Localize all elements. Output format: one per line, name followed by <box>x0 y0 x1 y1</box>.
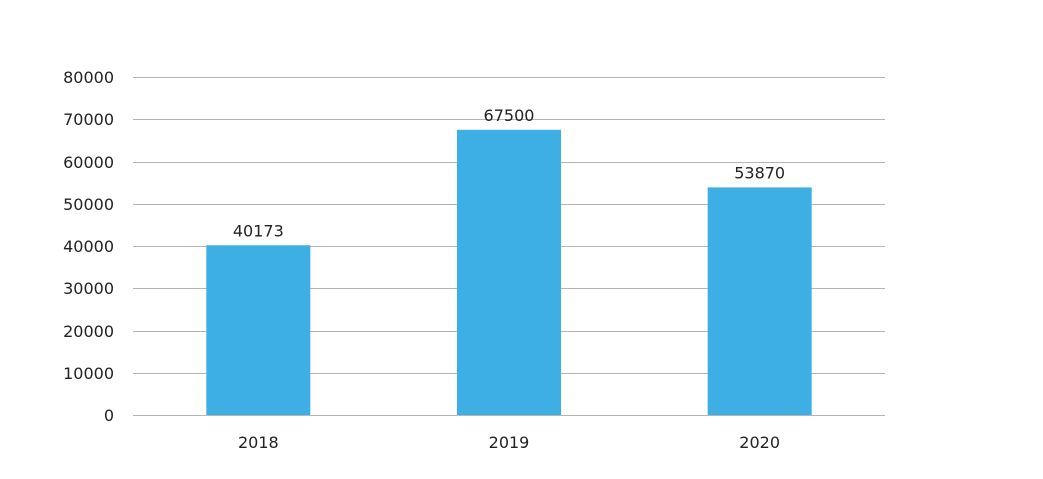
y-tick-label: 60000 <box>63 153 114 172</box>
y-tick-label: 0 <box>104 406 114 425</box>
bar-2020 <box>707 187 812 415</box>
x-category-label: 2019 <box>489 433 530 452</box>
y-tick-label: 30000 <box>63 279 114 298</box>
y-axis-tick-labels: 0 10000 20000 30000 40000 50000 60000 70000 8000… <box>63 68 114 425</box>
y-tick-label: 70000 <box>63 110 114 129</box>
x-axis-category-labels: 2018 2019 2020 <box>238 433 780 452</box>
bar-2019 <box>457 129 561 415</box>
y-tick-label: 20000 <box>63 322 114 341</box>
y-tick-label: 80000 <box>63 68 114 87</box>
bar-2018 <box>206 245 311 415</box>
x-category-label: 2018 <box>238 433 279 452</box>
y-tick-label: 10000 <box>63 364 114 383</box>
bar-data-label: 67500 <box>484 106 535 125</box>
bar-data-labels: 40173 67500 53870 <box>233 106 785 240</box>
bar-data-label: 40173 <box>233 221 284 240</box>
bars <box>206 129 812 415</box>
y-tick-label: 40000 <box>63 237 114 256</box>
x-category-label: 2020 <box>739 433 780 452</box>
bar-data-label: 53870 <box>734 163 785 182</box>
y-tick-label: 50000 <box>63 195 114 214</box>
